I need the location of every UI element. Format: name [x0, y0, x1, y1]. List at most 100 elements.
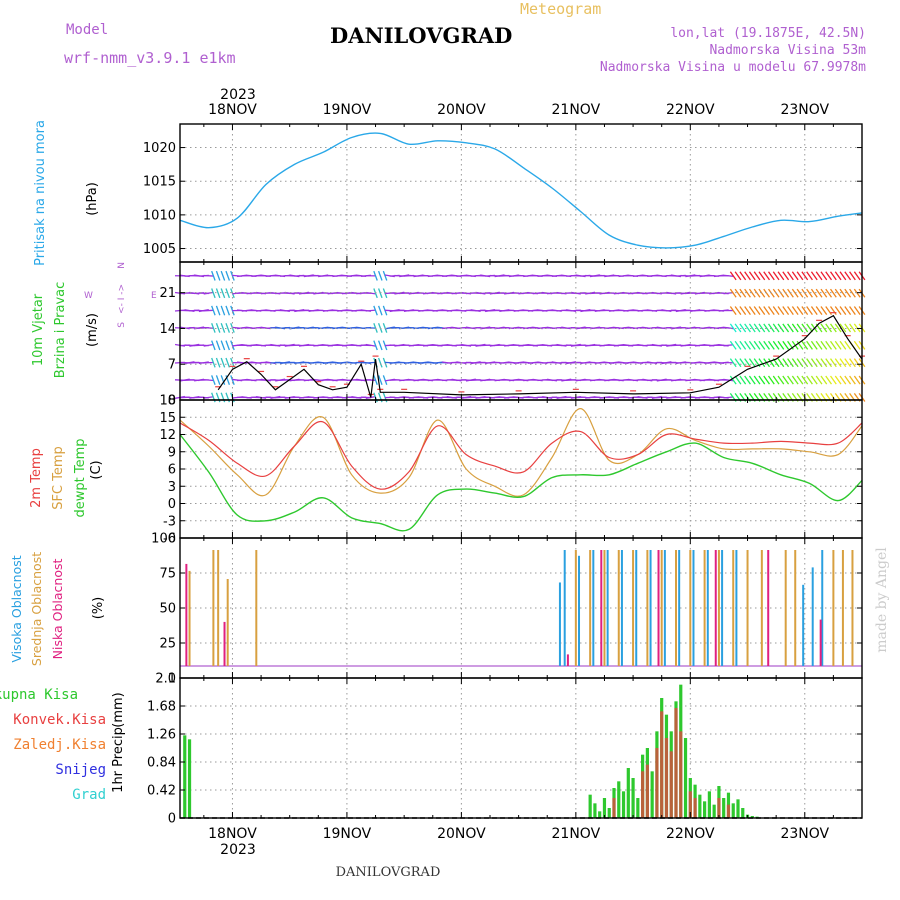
precip-bar: [750, 816, 754, 818]
y-tick-label: 1005: [143, 242, 176, 257]
wind-barb: [849, 323, 856, 333]
wind-barb: [729, 271, 737, 281]
cloud-bar: [760, 550, 763, 666]
wind-barb: [777, 340, 785, 350]
wind-barb: [796, 323, 804, 333]
wind-barb: [844, 340, 852, 350]
wind-barb: [758, 323, 766, 333]
wind-barb: [215, 375, 221, 385]
cloud-bar: [717, 550, 720, 666]
wind-barb: [203, 309, 214, 312]
wind-barb: [853, 375, 861, 385]
wind-barb: [365, 361, 376, 364]
wind-barb: [373, 340, 378, 351]
wind-barb: [763, 375, 771, 385]
bottom-day-labels: 18NOV 19NOV 20NOV 21NOV 22NOV 23NOV: [208, 826, 829, 842]
wind-barb: [853, 358, 861, 368]
wind-barb: [787, 271, 794, 281]
wind-barb: [734, 288, 742, 298]
precip-bar: [612, 798, 616, 818]
wind-barb: [748, 288, 756, 298]
wind-barb: [839, 340, 847, 350]
wind-barb: [834, 288, 842, 298]
wind-barb: [215, 357, 221, 368]
wind-barb: [758, 271, 766, 281]
wind-barb: [215, 392, 221, 403]
cloud-bar: [617, 550, 620, 666]
top-day-label: 19NOV: [323, 102, 372, 118]
precip-bar: [655, 748, 659, 818]
compass-e: E: [151, 291, 157, 301]
cloud-bar: [794, 550, 797, 666]
precip-bar: [641, 771, 645, 818]
top-day-label: 20NOV: [437, 102, 486, 118]
cloud-bar: [217, 550, 220, 666]
precip-bar: [607, 808, 611, 818]
cloud-bar: [632, 550, 635, 666]
precip-bar: [602, 798, 607, 818]
wind-barb: [203, 326, 214, 329]
wind-barb: [225, 323, 231, 333]
cloud-bar: [663, 550, 666, 666]
wind-barb: [739, 340, 747, 350]
wind-barb: [220, 375, 226, 385]
wind-barb: [796, 340, 804, 350]
wind-barb: [829, 375, 837, 385]
y-tick-label: 1015: [143, 175, 176, 190]
wind-barb: [744, 340, 751, 350]
wind-barb: [791, 358, 799, 368]
pressure-unit: (hPa): [85, 182, 100, 216]
precip-bar: [183, 735, 187, 818]
wind-barb: [377, 305, 383, 316]
wind-barb: [211, 305, 216, 316]
top-day-label: 23NOV: [780, 102, 829, 118]
wind-barb: [748, 271, 756, 281]
wind-barb: [225, 305, 231, 316]
wind-barb: [373, 375, 378, 385]
wind-barb: [753, 271, 761, 281]
wind-barb: [758, 306, 766, 316]
wind-barb: [723, 326, 734, 330]
bottom-day-label: 21NOV: [552, 826, 601, 842]
wind-barb: [849, 271, 856, 281]
wind-barb: [815, 271, 823, 281]
top-day-label: 18NOV: [208, 102, 257, 118]
wind-barb: [829, 306, 837, 316]
wind-barb: [753, 306, 761, 316]
wind-barb: [767, 306, 775, 316]
legend-snow: Snijeg: [55, 762, 106, 778]
wind-barb: [839, 306, 847, 316]
cloud-bars: [185, 550, 854, 666]
y-tick-label: 9: [168, 445, 176, 460]
wind-barb: [211, 357, 216, 368]
y-tick-label: 15: [159, 411, 176, 426]
wind-barb: [810, 375, 818, 385]
y-tick-label: 1.26: [147, 728, 176, 743]
wind-barb: [373, 270, 378, 281]
wind-barb: [844, 271, 852, 281]
precip-bar: [636, 798, 640, 818]
wind-barb: [834, 375, 842, 385]
wind-barb: [763, 288, 771, 298]
legend-hail: Grad: [72, 787, 106, 803]
wind-barb: [758, 340, 766, 350]
wind-barb: [820, 358, 828, 368]
wind-barb: [767, 358, 775, 368]
precip-y-ticks: 0 0.42 0.84 1.26 1.68 2.1: [147, 672, 863, 827]
wind-barb: [820, 271, 828, 281]
precip-bar: [717, 798, 721, 818]
wind-barb: [753, 375, 761, 385]
wind-barb: [801, 375, 809, 385]
cloud-bar: [841, 550, 844, 666]
wind-barb: [787, 288, 794, 298]
wind-barb: [844, 323, 852, 333]
wind-barb: [796, 358, 804, 368]
wind-barb: [225, 392, 231, 403]
cloud-bar: [784, 550, 787, 666]
wind-barb: [839, 375, 847, 385]
wind-barb: [834, 358, 842, 368]
wind-barb: [739, 358, 747, 368]
wind-barb: [382, 375, 388, 385]
precip-bar: [722, 798, 726, 818]
wind-barb: [806, 340, 813, 350]
